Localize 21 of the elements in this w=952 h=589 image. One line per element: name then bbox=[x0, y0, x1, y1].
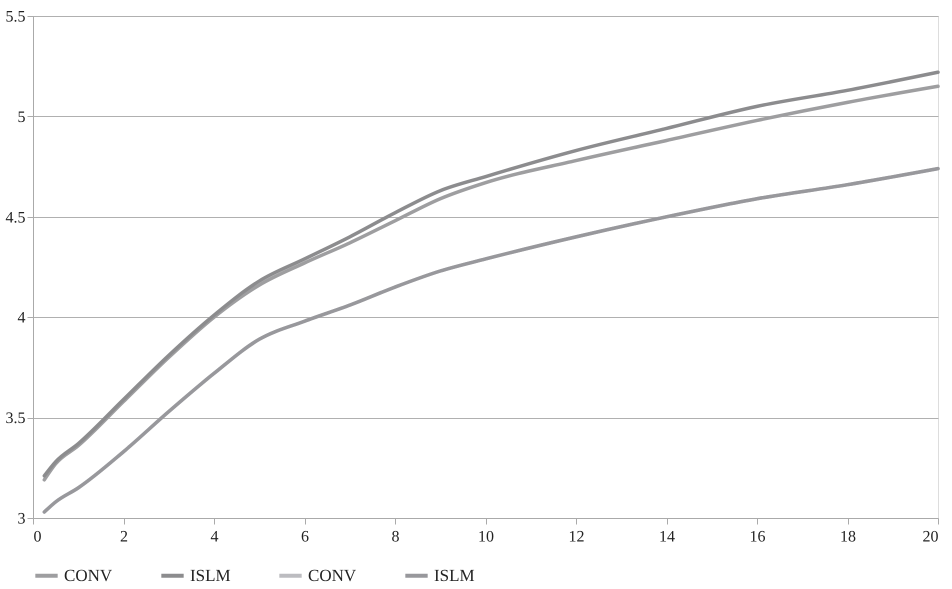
y-tick-label: 4 bbox=[18, 310, 26, 327]
x-tick-label: 10 bbox=[478, 528, 494, 546]
y-tick-label: 3 bbox=[18, 510, 26, 528]
y-tick-label: 4.5 bbox=[6, 209, 26, 226]
x-tick-label: 8 bbox=[392, 528, 400, 546]
x-tick-label: 14 bbox=[659, 528, 675, 546]
legend-label: ISLM bbox=[190, 566, 231, 585]
x-tick-label: 4 bbox=[210, 528, 218, 546]
x-tick-label: 6 bbox=[301, 528, 309, 546]
x-tick-label: 16 bbox=[750, 528, 766, 546]
x-tick-label: 0 bbox=[34, 528, 42, 546]
legend-label: ISLM bbox=[434, 566, 475, 585]
x-tick-label: 20 bbox=[922, 528, 938, 546]
x-tick-label: 18 bbox=[840, 528, 856, 546]
y-tick-label: 3.5 bbox=[6, 410, 26, 428]
x-tick-label: 12 bbox=[568, 528, 584, 546]
y-tick-label: 5 bbox=[18, 108, 26, 126]
x-tick-label: 2 bbox=[120, 528, 128, 546]
legend-label: CONV bbox=[308, 566, 357, 585]
y-tick-label: 5.5 bbox=[6, 8, 26, 26]
legend-label: CONV bbox=[64, 566, 113, 585]
